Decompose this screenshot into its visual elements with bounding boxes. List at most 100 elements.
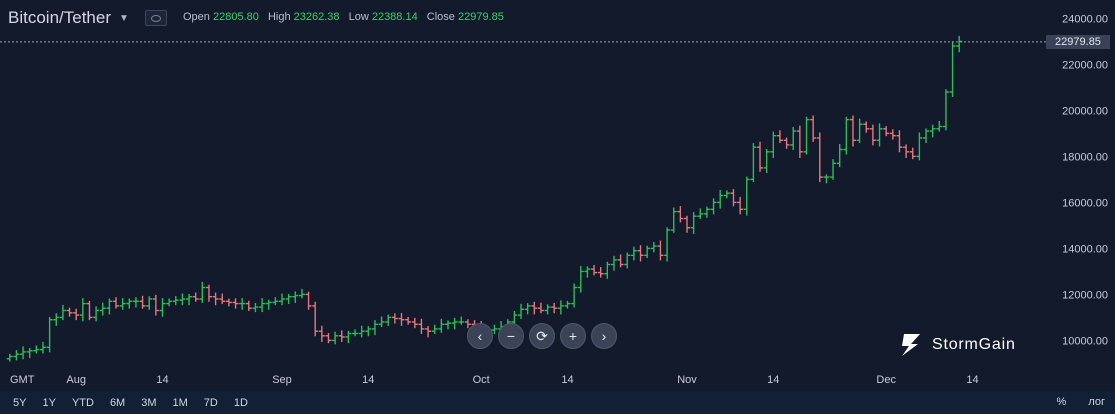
ohlc-bar xyxy=(537,302,544,314)
ohlc-bar xyxy=(451,317,458,330)
ohlc-bar xyxy=(697,208,704,219)
pair-selector[interactable]: Bitcoin/Tether xyxy=(8,8,111,27)
close-label: Close xyxy=(426,11,455,23)
high-value: 23262.38 xyxy=(293,11,340,23)
ohlc-bar xyxy=(418,318,425,334)
ohlc-bar xyxy=(903,144,910,159)
ohlc-bar xyxy=(458,316,465,325)
low-label: Low xyxy=(348,11,369,23)
price-chart[interactable]: 10000.00 12000.00 14000.00 16000.00 18000.00… xyxy=(0,0,1115,391)
ohlc-bar xyxy=(843,116,850,155)
ohlc-bar xyxy=(909,147,916,160)
ohlc-bar xyxy=(172,296,179,306)
ohlc-bar xyxy=(863,121,870,133)
x-tick-label: 14 xyxy=(561,374,573,386)
ohlc-bar xyxy=(790,126,797,150)
ohlc-bar xyxy=(624,252,631,269)
ohlc-bar xyxy=(371,320,378,336)
ohlc-bar xyxy=(199,281,206,303)
ohlc-bar xyxy=(644,245,651,259)
ohlc-bar xyxy=(750,143,757,183)
ohlc-bar xyxy=(816,132,823,183)
chart-header: Bitcoin/Tether ▼ xyxy=(8,7,167,29)
chevron-down-icon[interactable]: ▼ xyxy=(119,12,129,24)
minus-icon[interactable]: − xyxy=(498,323,524,349)
ohlc-bar xyxy=(239,298,246,310)
ohlc-bar xyxy=(252,302,259,313)
ohlc-bar xyxy=(152,294,159,316)
ohlc-bar xyxy=(139,295,146,309)
percent-scale-button[interactable]: % xyxy=(1056,396,1067,408)
ohlc-bar xyxy=(411,317,418,329)
ohlc-bar xyxy=(318,325,325,343)
ohlc-bar xyxy=(664,227,671,262)
ohlc-bar xyxy=(942,89,949,131)
y-tick-label: 12000.00 xyxy=(1062,289,1108,301)
ohlc-bar xyxy=(385,314,392,326)
ohlc-bar xyxy=(159,298,166,317)
x-axis: GMT Aug 14 Sep 14 Oct 14 Nov 14 Dec 14 xyxy=(10,374,979,386)
lightning-logo-icon xyxy=(902,334,920,356)
ohlc-bar xyxy=(657,240,664,261)
range-1m-button[interactable]: 1M xyxy=(172,396,188,409)
x-tick-label: Sep xyxy=(272,374,292,386)
ohlc-bar xyxy=(876,123,883,147)
ohlc-bar xyxy=(312,301,319,337)
eye-icon[interactable] xyxy=(144,10,167,26)
open-label: Open xyxy=(183,11,210,23)
y-tick-label: 22000.00 xyxy=(1062,59,1108,71)
ohlc-bar xyxy=(398,313,405,326)
ohlc-bar xyxy=(225,298,232,307)
ohlc-bar xyxy=(770,131,777,159)
ohlc-bar xyxy=(610,255,617,271)
ohlc-bar xyxy=(378,316,385,328)
ohlc-bar xyxy=(46,316,53,353)
ohlc-bar xyxy=(13,350,20,361)
ohlc-readout: Open 22805.80 High 23262.38 Low 22388.14… xyxy=(183,11,510,23)
plus-icon[interactable]: + xyxy=(560,323,586,349)
refresh-icon[interactable]: ⟳ xyxy=(529,323,555,349)
ohlc-bar xyxy=(929,124,936,138)
ohlc-bar xyxy=(896,130,903,153)
ohlc-bar xyxy=(836,143,843,168)
y-tick-label: 24000.00 xyxy=(1062,13,1108,25)
ohlc-bar xyxy=(305,291,312,310)
y-tick-label: 16000.00 xyxy=(1062,197,1108,209)
ohlc-bar xyxy=(630,246,637,261)
range-1y-button[interactable]: 1Y xyxy=(42,396,56,409)
range-5y-button[interactable]: 5Y xyxy=(13,396,27,409)
ohlc-bar xyxy=(730,189,737,207)
ohlc-bar xyxy=(531,301,538,315)
ohlc-bar xyxy=(59,304,66,321)
chevron-left-icon[interactable]: ‹ xyxy=(467,323,493,349)
ohlc-bar xyxy=(949,41,956,98)
ohlc-bar xyxy=(617,254,624,268)
ohlc-bar xyxy=(743,176,750,216)
ohlc-bar xyxy=(325,333,332,344)
ohlc-bar xyxy=(936,120,943,132)
range-1d-button[interactable]: 1D xyxy=(233,396,248,409)
log-scale-button[interactable]: лог xyxy=(1088,396,1105,408)
chevron-right-icon[interactable]: › xyxy=(591,323,617,349)
ohlc-bar xyxy=(146,296,153,310)
ohlc-bar xyxy=(763,149,770,173)
ohlc-bar xyxy=(39,341,46,354)
ohlc-bar xyxy=(66,307,73,317)
range-6m-button[interactable]: 6M xyxy=(109,396,126,409)
ohlc-bar xyxy=(703,206,710,218)
ohlc-bar xyxy=(358,325,365,338)
ohlc-bar xyxy=(245,300,252,311)
range-ytd-button[interactable]: YTD xyxy=(71,396,94,409)
ohlc-bar xyxy=(292,291,299,303)
ohlc-bar xyxy=(79,298,86,322)
range-3m-button[interactable]: 3M xyxy=(141,396,157,409)
y-tick-label: 10000.00 xyxy=(1062,335,1108,347)
ohlc-bar xyxy=(166,298,173,307)
last-price-badge: 22979.85 xyxy=(1046,35,1110,49)
ohlc-bar xyxy=(956,35,963,53)
x-tick-label: 14 xyxy=(362,374,374,386)
range-7d-button[interactable]: 7D xyxy=(203,396,218,409)
ohlc-bar xyxy=(916,132,923,161)
ohlc-bar xyxy=(405,316,412,325)
ohlc-bar xyxy=(464,319,471,329)
